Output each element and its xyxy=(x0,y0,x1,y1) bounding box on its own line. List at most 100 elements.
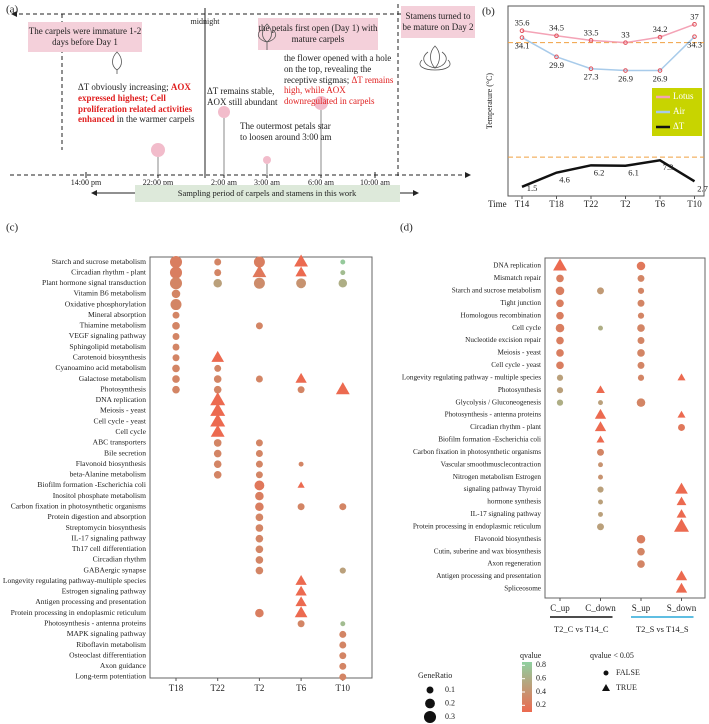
dot xyxy=(637,324,645,332)
y-tick-label: Oxidative phosphorylation xyxy=(65,299,146,308)
dot-triangle xyxy=(675,582,688,593)
y-tick-label: Protein processing in endoplasmic reticu… xyxy=(11,608,146,617)
dot-triangle xyxy=(676,509,687,518)
colorbar-label: 0.6 xyxy=(536,673,546,682)
dot-triangle xyxy=(210,413,226,427)
y-tick-label: beta-Alanine metabolism xyxy=(69,470,146,479)
y-tick-label: Antigen processing and presentation xyxy=(436,572,541,580)
dot xyxy=(255,460,263,468)
dot xyxy=(213,385,222,394)
y-tick-label: Circadian rhythm - plant xyxy=(71,267,147,276)
dot xyxy=(255,502,264,511)
colorbar-label: 0.8 xyxy=(536,660,546,669)
y-tick-label: Starch and sucrose metabolism xyxy=(452,286,542,294)
y-tick-label: DNA replication xyxy=(493,262,541,270)
dot xyxy=(637,374,645,381)
time-label: 14:00 pm xyxy=(71,178,102,187)
legend-label: 0.3 xyxy=(445,712,455,721)
y-tick-label: Carotenoid biosynthesis xyxy=(73,353,146,362)
dot xyxy=(556,399,564,406)
stage-text: The carpels were immature 1-2 days befor… xyxy=(28,26,142,47)
dot-triangle xyxy=(294,606,308,618)
dot xyxy=(598,462,603,468)
dot xyxy=(255,534,264,543)
y-tick-label: MAPK signaling pathway xyxy=(67,629,147,638)
x-tick-label: T22 xyxy=(584,199,599,209)
note-highlight: AOX expressed highest; Cell proliferatio… xyxy=(78,82,193,125)
dot xyxy=(297,503,305,511)
dot xyxy=(255,491,264,501)
dot xyxy=(340,259,346,265)
dot xyxy=(637,547,645,556)
y-tick-label: DNA replication xyxy=(96,395,147,404)
value-label: 26.9 xyxy=(653,74,668,84)
legend-label: 0.2 xyxy=(445,698,455,707)
y-tick-label: Cyanoamino acid metabolism xyxy=(55,363,146,372)
y-tick-label: Protein processing in endoplasmic reticu… xyxy=(413,522,542,530)
dot xyxy=(556,349,564,357)
dot xyxy=(339,673,347,681)
y-tick-label: Cutin, suberine and wax biosynthesis xyxy=(434,547,541,555)
legend-title: qvalue xyxy=(520,651,542,660)
dot xyxy=(598,325,603,331)
dot xyxy=(636,534,646,544)
dot xyxy=(255,450,263,457)
time-label: 2:00 am xyxy=(211,178,238,187)
panel-a: (a) midnight 14:00 pm 22:00 pm 2:00 am 3… xyxy=(6,4,475,202)
legend-size xyxy=(425,698,435,709)
dot xyxy=(597,287,604,295)
x-tick-label: C_down xyxy=(585,603,616,613)
dot xyxy=(598,400,603,406)
dot xyxy=(556,311,564,320)
time-label: 22:00 pm xyxy=(143,178,174,187)
dot-triangle xyxy=(676,496,687,506)
dot xyxy=(556,336,564,345)
y-tick-label: Axon guidance xyxy=(100,661,147,670)
series-line xyxy=(521,23,695,44)
dot xyxy=(556,374,564,381)
dot xyxy=(297,386,305,394)
point xyxy=(623,40,628,45)
dot xyxy=(637,299,645,307)
y-tick-label: IL-17 signaling pathway xyxy=(71,533,146,542)
value-label: 33 xyxy=(621,30,630,40)
value-label: 33.5 xyxy=(584,27,599,37)
dot xyxy=(339,503,347,511)
dot xyxy=(597,486,604,493)
x-tick-label: T10 xyxy=(687,199,702,209)
dot xyxy=(255,524,264,532)
dot xyxy=(637,361,645,369)
legend-label: FALSE xyxy=(616,668,640,677)
dot xyxy=(637,560,645,568)
dot xyxy=(597,448,604,456)
dot xyxy=(339,662,347,670)
dot xyxy=(214,364,222,372)
value-label: 27.3 xyxy=(584,72,599,82)
dot xyxy=(172,343,180,351)
value-label: 6.1 xyxy=(628,168,639,178)
y-tick-label: Long-term potentiation xyxy=(75,672,146,681)
note-highlight: ΔT remains high, while AOX downregulated… xyxy=(284,74,394,107)
y-tick-label: signaling pathway Thyroid xyxy=(464,485,542,493)
y-tick-label: Flavonoid biosynthesis xyxy=(475,535,542,543)
dot xyxy=(213,439,222,447)
value-label: 34.3 xyxy=(687,40,702,50)
y-tick-label: Tight junction xyxy=(500,299,541,307)
legend-shape xyxy=(603,670,609,676)
y-tick-label: Photosynthesis - antenna proteins xyxy=(445,411,542,419)
value-label: 7.3 xyxy=(663,162,674,172)
y-tick-label: Nitrogen metabolism Estrogen xyxy=(453,473,542,481)
point xyxy=(692,22,697,27)
dot xyxy=(255,375,263,383)
y-tick-label: Antigen processing and presentation xyxy=(35,597,146,606)
dot-triangle xyxy=(594,408,607,419)
point xyxy=(588,66,594,72)
x-tick-label: T2 xyxy=(621,199,631,209)
note-text: The outermost petals star to loosen arou… xyxy=(240,121,332,142)
dot xyxy=(213,470,222,479)
point xyxy=(554,54,559,60)
y-tick-label: Nucleotide excision repair xyxy=(465,336,541,344)
point xyxy=(692,34,697,39)
y-tick-label: Axon regeneration xyxy=(487,560,541,568)
